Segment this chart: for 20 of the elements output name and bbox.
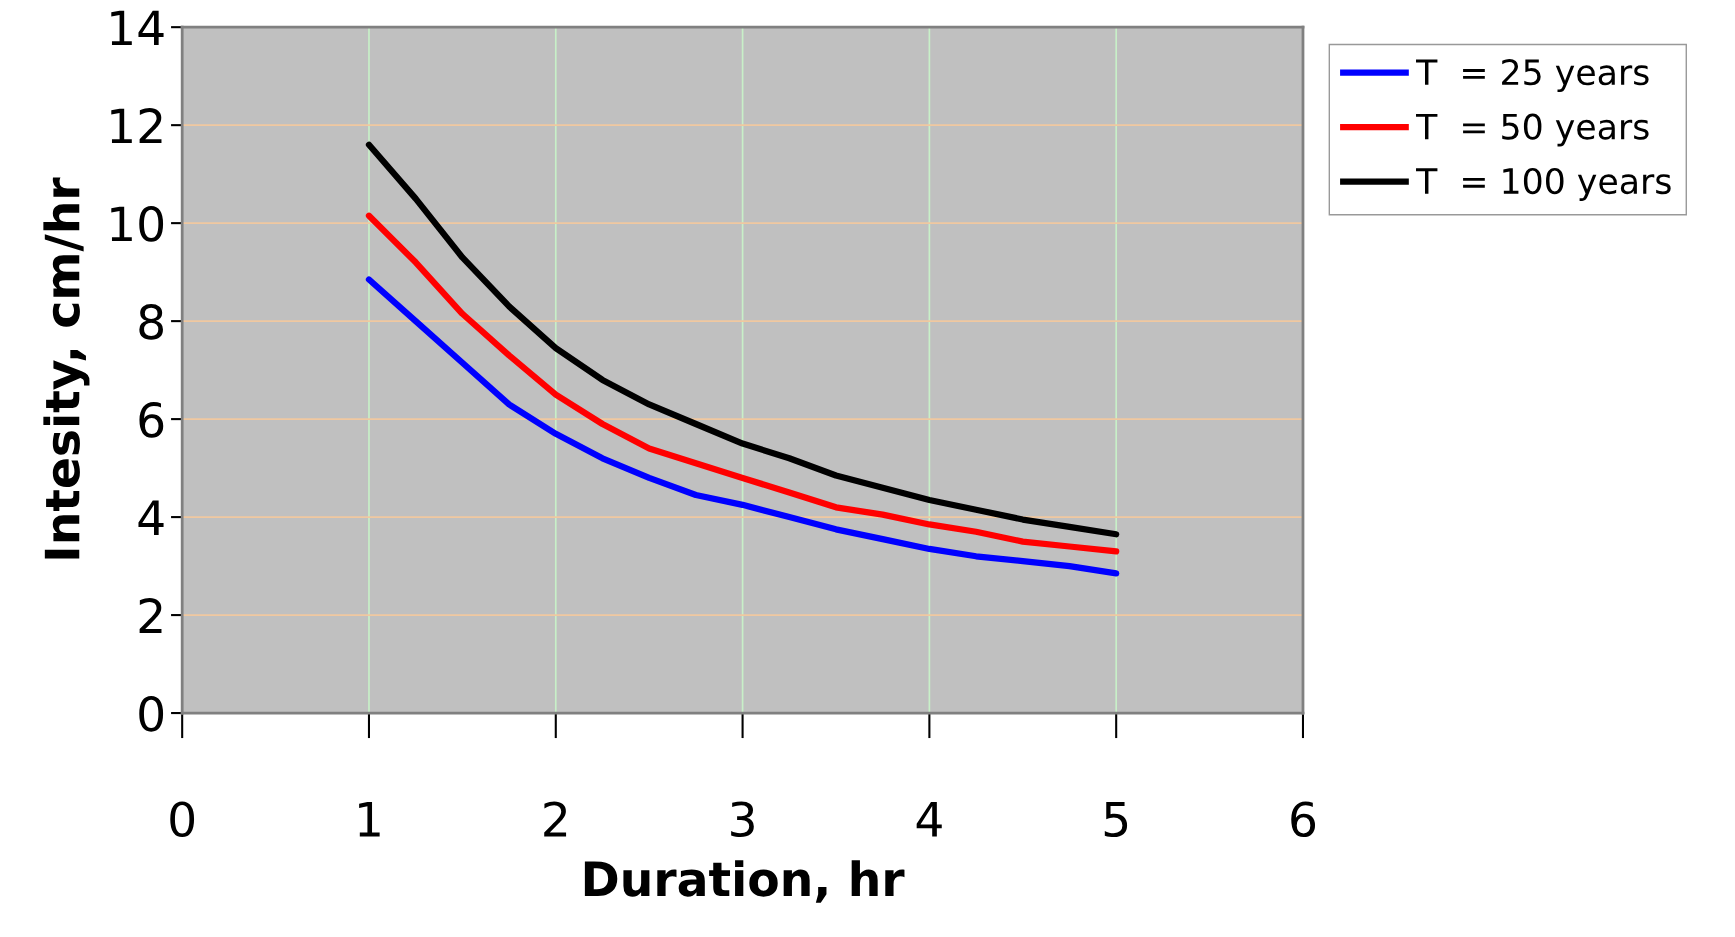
x-tick-label: 5 bbox=[1104, 802, 1128, 838]
y-axis-title: Intesity, cm/hr bbox=[43, 177, 90, 559]
legend-label: T = 50 years bbox=[1416, 113, 1649, 147]
x-tick-label: 1 bbox=[359, 802, 380, 837]
x-tick-label: 3 bbox=[731, 801, 754, 838]
x-tick-label: 6 bbox=[1291, 801, 1316, 838]
y-tick-label: 8 bbox=[139, 304, 163, 340]
y-tick-label: 14 bbox=[111, 10, 164, 46]
y-tick-label: 4 bbox=[138, 500, 164, 536]
legend-label: T = 100 years bbox=[1416, 167, 1671, 201]
y-tick-label: 10 bbox=[111, 206, 164, 242]
legend-label: T = 25 years bbox=[1416, 59, 1649, 93]
x-tick-label: 4 bbox=[916, 802, 942, 837]
y-tick-label: 2 bbox=[139, 597, 162, 634]
x-tick-label: 0 bbox=[170, 801, 195, 838]
x-tick-label: 2 bbox=[544, 801, 567, 837]
x-axis-title: Duration, hr bbox=[584, 860, 905, 903]
y-tick-label: 0 bbox=[139, 695, 164, 732]
y-tick-label: 6 bbox=[139, 402, 164, 438]
y-tick-label: 12 bbox=[111, 108, 162, 144]
